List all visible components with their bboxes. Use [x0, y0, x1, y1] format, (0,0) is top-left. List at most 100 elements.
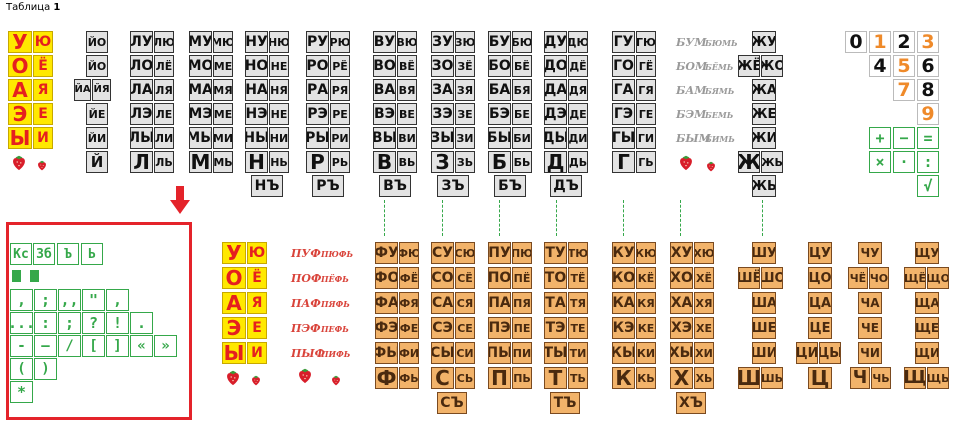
punctuation-tile: ] — [106, 335, 129, 357]
syllable-tile: ФУ — [375, 242, 398, 264]
punctuation-tile: « — [130, 335, 153, 357]
syllable-tile: МЫ — [189, 127, 212, 149]
syllable-tile: ША — [752, 292, 776, 314]
syllable-tile: ЛЯ — [154, 79, 174, 101]
syllable-tile: ДИ — [568, 127, 588, 149]
syllable-text: БЫМ — [676, 132, 711, 145]
syllable-tile: ЧУ — [858, 242, 882, 264]
vowel-tile: О — [8, 55, 32, 77]
punctuation-tile: / — [58, 335, 81, 357]
syllable-tile: ФЭ — [375, 317, 398, 339]
syllable-text: БЕМЬ — [705, 110, 734, 120]
syllable-tile: РЫ — [306, 127, 329, 149]
syllable-tile: БИ — [512, 127, 532, 149]
syllable-tile: ЗЯ — [455, 79, 475, 101]
syllable-tile: МЬ — [213, 151, 233, 173]
syllable-tile: Х — [670, 367, 693, 389]
syllable-tile: З — [431, 151, 454, 173]
vowel-tile: А — [8, 79, 32, 101]
vowel-tile: А — [222, 292, 246, 314]
syllable-text: ПИФЬ — [321, 349, 351, 359]
syllable-tile: ПО — [488, 267, 511, 289]
syllable-tile: С — [431, 367, 454, 389]
punctuation-tile: , — [106, 289, 129, 311]
syllable-tile: ВУ — [373, 31, 396, 53]
syllable-tile: ЙЯ — [92, 79, 111, 101]
vowel-tile: И — [33, 127, 53, 149]
syllable-tile: КЭ — [612, 317, 635, 339]
syllable-tile: ЛЭ — [130, 103, 153, 125]
syllable-tile: ПЭ — [488, 317, 511, 339]
syllable-tile: МЯ — [213, 79, 233, 101]
syllable-tile: ПУ — [488, 242, 511, 264]
vowel-tile: И — [247, 342, 267, 364]
green-marker — [30, 270, 39, 282]
dashed-guide-line — [499, 200, 500, 236]
syllable-tile: НЕ — [269, 55, 289, 77]
syllable-tile: ВЬ — [397, 151, 417, 173]
syllable-tile: ТЁ — [568, 267, 588, 289]
dashed-guide-line — [762, 200, 763, 236]
syllable-tile: ДЕ — [568, 103, 588, 125]
math-sign-tile: = — [917, 127, 939, 149]
syllable-tile: ЗЬ — [455, 151, 475, 173]
syllable-tile: ХИ — [694, 342, 714, 364]
math-sign-tile: √ — [917, 175, 939, 197]
syllable-tile: ЦЫ — [819, 342, 841, 364]
strawberry-icon — [677, 153, 695, 175]
syllable-tile: ВЮ — [397, 31, 417, 53]
syllable-tile: МЕ — [213, 103, 233, 125]
syllable-tile: ЛА — [130, 79, 153, 101]
syllable-tile: Ч — [850, 367, 870, 389]
syllable-tile: БЯ — [512, 79, 532, 101]
syllable-tile: ХО — [670, 267, 693, 289]
syllable-tile: ЙА — [74, 79, 91, 101]
syllable-tile: ЖЬ — [752, 175, 776, 197]
syllable-text: ПЮФЬ — [321, 249, 354, 259]
syllable-tile: ТЮ — [568, 242, 588, 264]
punctuation-tile: . — [130, 312, 153, 334]
syllable-tile: ЖЬ — [761, 151, 783, 173]
syllable-tile: ХА — [670, 292, 693, 314]
syllable-tile: КЁ — [636, 267, 656, 289]
syllable-tile: ХЮ — [694, 242, 714, 264]
syllable-tile: РИ — [330, 127, 350, 149]
syllable-tile: ЗЁ — [455, 55, 475, 77]
syllable-tile: МЭ — [189, 103, 212, 125]
syllable-tile: ШЁ — [738, 267, 760, 289]
syllable-tile: Ж — [738, 151, 760, 173]
syllable-tile: ЗЫ — [431, 127, 454, 149]
syllable-tile: ХЪ — [676, 392, 706, 414]
syllable-tile: ЩЕ — [915, 317, 939, 339]
syllable-tile: ЖО — [761, 55, 783, 77]
syllable-text: ПЕФЬ — [321, 324, 349, 334]
syllable-tile: ГУ — [612, 31, 635, 53]
syllable-text: БЯМЬ — [705, 86, 735, 96]
syllable-tile: БЫ — [488, 127, 511, 149]
punctuation-tile: , — [10, 289, 33, 311]
syllable-tile: НЕ — [269, 103, 289, 125]
syllable-tile: ШИ — [752, 342, 776, 364]
syllable-tile: МА — [189, 79, 212, 101]
vowel-tile: Э — [8, 103, 32, 125]
syllable-tile: ВЁ — [397, 55, 417, 77]
syllable-tile: ВЫ — [373, 127, 396, 149]
syllable-tile: СЮ — [455, 242, 475, 264]
syllable-tile: ЦО — [808, 267, 832, 289]
syllable-tile: ЗЭ — [431, 103, 454, 125]
syllable-tile: НА — [245, 79, 268, 101]
punctuation-tile: * — [10, 381, 33, 403]
vowel-tile: Ы — [222, 342, 246, 364]
syllable-text: БЁМЬ — [705, 62, 734, 72]
syllable-tile: ФЮ — [399, 242, 419, 264]
syllable-tile: ХУ — [670, 242, 693, 264]
syllable-tile: ДО — [544, 55, 567, 77]
vowel-tile: Ё — [247, 267, 267, 289]
syllable-tile: ГЕ — [636, 103, 656, 125]
syllable-tile: Н — [245, 151, 268, 173]
syllable-tile: БЬ — [512, 151, 532, 173]
syllable-tile: МЕ — [213, 55, 233, 77]
vowel-tile: Ё — [33, 55, 53, 77]
punctuation-tile: ... — [10, 312, 33, 334]
syllable-tile: РЕ — [330, 103, 350, 125]
